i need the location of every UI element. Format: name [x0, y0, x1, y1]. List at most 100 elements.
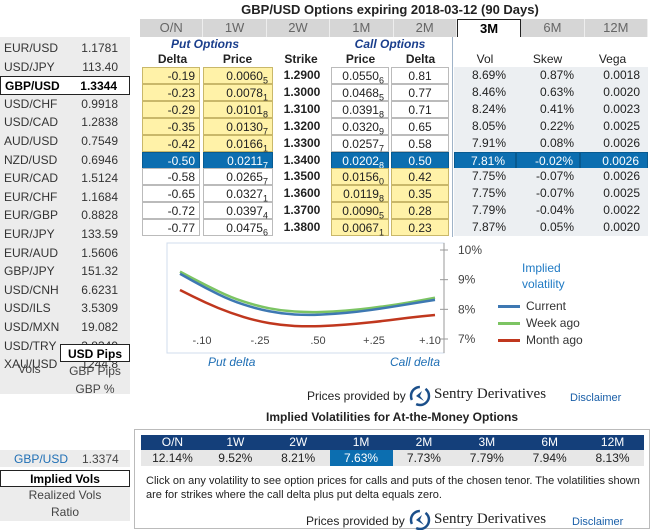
pair-row-eur-aud[interactable]: EUR/AUD 1.5606 — [0, 244, 130, 263]
pair-row-usd-cad[interactable]: USD/CAD 1.2838 — [0, 113, 130, 132]
call-delta-cell[interactable]: 0.71 — [391, 100, 449, 118]
pair-name: USD/CAD — [4, 115, 59, 130]
put-delta-cell[interactable]: -0.35 — [142, 117, 200, 135]
call-price-cell[interactable]: 0.01198 — [331, 185, 389, 204]
atm-vol-12m[interactable]: 8.13% — [595, 451, 630, 465]
pair-name: GBP/JPY — [4, 264, 55, 279]
call-price-cell[interactable]: 0.00905 — [331, 202, 389, 221]
put-price-cell[interactable]: 0.04756 — [203, 219, 273, 237]
pair-row-gbp-usd[interactable]: GBP/USD 1.3344 — [0, 76, 130, 95]
pair-row-gbp-jpy[interactable]: GBP/JPY 151.32 — [0, 262, 130, 281]
call-price-value: 0.0550 — [342, 69, 379, 83]
call-delta-cell[interactable]: 0.50 — [391, 151, 449, 169]
atm-pair-row[interactable]: GBP/USD 1.3374 — [0, 450, 130, 467]
call-price-pip: 8 — [378, 109, 384, 120]
call-price-pip: 7 — [378, 142, 384, 153]
vega-cell: 0.0026 — [580, 151, 648, 169]
call-price-value: 0.0119 — [343, 187, 379, 202]
atm-vol-2w[interactable]: 8.21% — [281, 451, 316, 465]
call-delta-cell[interactable]: 0.65 — [391, 117, 449, 135]
quote-mode-gbp-pips[interactable]: GBP Pips — [69, 364, 121, 378]
atm-mode-ratio[interactable]: Ratio — [0, 504, 130, 521]
disclaimer-link[interactable]: Disclaimer — [570, 392, 622, 404]
atm-vol-3m[interactable]: 7.79% — [469, 451, 504, 465]
call-options-header: Call Options — [354, 37, 426, 51]
pair-row-nzd-usd[interactable]: NZD/USD 0.6946 — [0, 151, 130, 170]
atm-mode-realized[interactable]: Realized Vols — [0, 487, 130, 504]
call-delta-cell[interactable]: 0.23 — [391, 219, 449, 237]
call-delta-cell[interactable]: 0.28 — [391, 202, 449, 220]
put-delta-cell[interactable]: -0.42 — [142, 134, 200, 152]
atm-vol-1m[interactable]: 7.63% — [329, 450, 393, 466]
skew-cell: -0.07% — [516, 168, 580, 186]
tab-tenor-6m[interactable]: 6M — [521, 19, 585, 37]
put-delta-cell[interactable]: -0.77 — [142, 219, 200, 237]
quote-mode-gbp-pct[interactable]: GBP % — [75, 382, 115, 396]
put-price-cell[interactable]: 0.00781 — [203, 83, 273, 102]
call-price-cell[interactable]: 0.04685 — [331, 83, 389, 102]
call-price-cell[interactable]: 0.02577 — [331, 134, 389, 153]
put-price-cell[interactable]: 0.00605 — [203, 67, 273, 85]
vols-label[interactable]: Vols — [18, 362, 41, 376]
pair-row-usd-ils[interactable]: USD/ILS 3.5309 — [0, 299, 130, 318]
tab-tenor-3m[interactable]: 3M — [456, 19, 522, 37]
call-price-cell[interactable]: 0.00671 — [331, 219, 389, 237]
call-delta-cell[interactable]: 0.35 — [391, 185, 449, 203]
put-delta-cell[interactable]: -0.50 — [142, 151, 200, 169]
pair-row-eur-jpy[interactable]: EUR/JPY 133.59 — [0, 225, 130, 244]
tab-tenor-1m[interactable]: 1M — [330, 19, 394, 37]
put-delta-cell[interactable]: -0.23 — [142, 83, 200, 101]
pair-row-usd-mxn[interactable]: USD/MXN 19.082 — [0, 318, 130, 337]
tab-tenor-12m[interactable]: 12M — [584, 19, 648, 37]
call-price-cell[interactable]: 0.03918 — [331, 100, 389, 120]
sentry-logo-icon-2 — [409, 509, 431, 530]
pair-row-usd-cnh[interactable]: USD/CNH 6.6231 — [0, 281, 130, 300]
implied-volatility-chart: 10% 9% 8% 7% -.10 -.25 .50 +.25 +.10 Put delta Cal… — [166, 242, 482, 369]
skew-cell: 0.22% — [516, 117, 580, 135]
put-price-cell[interactable]: 0.01307 — [203, 117, 273, 136]
call-price-cell[interactable]: 0.02028 — [331, 151, 389, 170]
put-price-cell[interactable]: 0.03974 — [203, 202, 273, 221]
call-delta-cell[interactable]: 0.77 — [391, 83, 449, 101]
call-price-header: Price — [345, 52, 376, 66]
put-price-cell[interactable]: 0.01018 — [203, 100, 273, 119]
quote-mode-usd-pips[interactable]: USD Pips — [60, 344, 130, 362]
pair-row-eur-usd[interactable]: EUR/USD 1.1781 — [0, 39, 130, 58]
pair-row-usd-chf[interactable]: USD/CHF 0.9918 — [0, 95, 130, 114]
put-delta-cell[interactable]: -0.58 — [142, 168, 200, 186]
put-delta-cell[interactable]: -0.19 — [142, 67, 200, 84]
put-delta-cell[interactable]: -0.65 — [142, 185, 200, 203]
disclaimer-link-2[interactable]: Disclaimer — [572, 516, 624, 528]
atm-vol-6m[interactable]: 7.94% — [532, 451, 567, 465]
atm-vol-1w[interactable]: 9.52% — [218, 451, 253, 465]
pair-price: 1.1684 — [81, 189, 118, 204]
call-delta-cell[interactable]: 0.42 — [391, 168, 449, 186]
put-delta-cell[interactable]: -0.72 — [142, 202, 200, 220]
atm-vol-2m[interactable]: 7.73% — [406, 451, 441, 465]
put-price-cell[interactable]: 0.03271 — [203, 185, 273, 204]
pair-name: USD/ILS — [4, 301, 51, 316]
put-price-cell[interactable]: 0.02117 — [203, 151, 273, 170]
provider-name[interactable]: Sentry Derivatives — [434, 386, 547, 402]
put-price-value: 0.0327 — [226, 187, 263, 202]
tab-tenor-on[interactable]: O/N — [140, 19, 204, 37]
call-price-cell[interactable]: 0.03209 — [331, 117, 389, 136]
pair-row-eur-gbp[interactable]: EUR/GBP 0.8828 — [0, 206, 130, 225]
atm-vol-on[interactable]: 12.14% — [152, 451, 193, 465]
tab-tenor-1w[interactable]: 1W — [203, 19, 267, 37]
pair-row-eur-cad[interactable]: EUR/CAD 1.5124 — [0, 169, 130, 188]
call-delta-cell[interactable]: 0.81 — [391, 67, 449, 84]
atm-mode-implied[interactable]: Implied Vols — [0, 470, 130, 487]
pair-row-aud-usd[interactable]: AUD/USD 0.7549 — [0, 132, 130, 151]
pair-row-usd-jpy[interactable]: USD/JPY 113.40 — [0, 58, 130, 77]
tab-tenor-2w[interactable]: 2W — [266, 19, 331, 37]
put-delta-cell[interactable]: -0.29 — [142, 100, 200, 118]
pair-row-eur-chf[interactable]: EUR/CHF 1.1684 — [0, 188, 130, 207]
put-price-cell[interactable]: 0.01661 — [203, 134, 273, 153]
call-delta-cell[interactable]: 0.58 — [391, 134, 449, 152]
put-price-cell[interactable]: 0.02657 — [203, 168, 273, 187]
tab-tenor-2m[interactable]: 2M — [393, 19, 457, 37]
call-price-cell[interactable]: 0.01560 — [331, 168, 389, 187]
provider-name-2[interactable]: Sentry Derivatives — [434, 511, 547, 527]
call-price-cell[interactable]: 0.05506 — [331, 67, 389, 85]
